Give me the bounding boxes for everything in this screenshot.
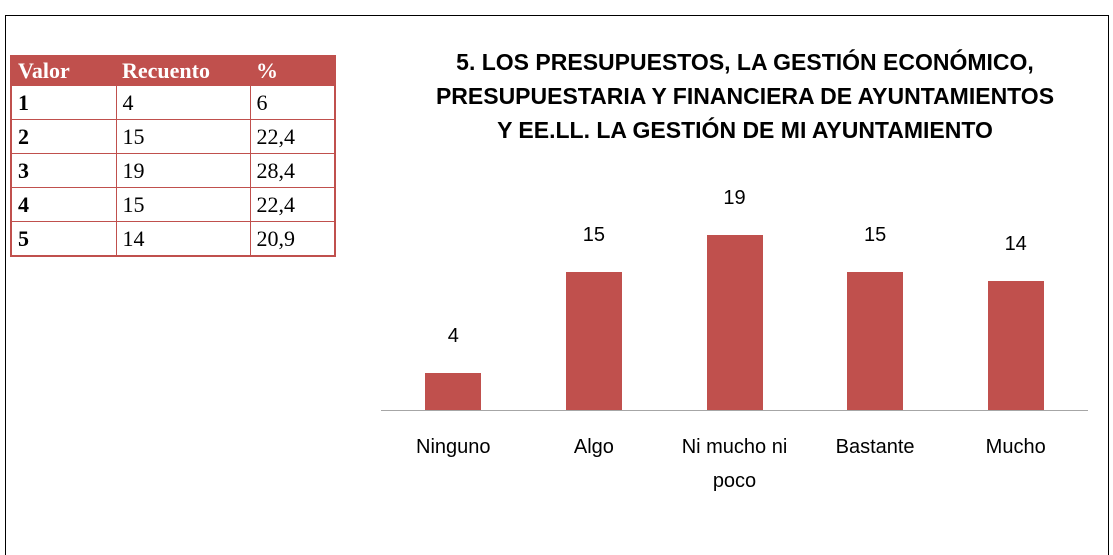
header-cell: Valor	[11, 56, 116, 86]
bar	[425, 373, 482, 410]
table-row: 4 15 22,4	[10, 187, 336, 222]
bar	[565, 271, 622, 410]
data-label: 4	[447, 325, 459, 348]
bar	[847, 271, 904, 410]
header-row: Valor Recuento%	[11, 56, 335, 86]
data-label: 19	[723, 187, 746, 209]
table-cell: 28,4	[249, 153, 336, 188]
data-table: Valor Recuento% 1 4 6 2 15 22,4 3 19 28,4 4 15 22,4 5…	[10, 55, 336, 257]
table-cell: 22,4	[249, 187, 336, 222]
data-label: 15	[582, 223, 606, 246]
chart-title: 5. LOS PRESUPUESTOS, LA GESTIÓN ECONÓMIC…	[435, 49, 1055, 143]
frame-line	[355, 15, 1108, 16]
table-cell: 2	[10, 119, 117, 154]
table-cell: 22,4	[249, 119, 336, 154]
bar	[706, 235, 763, 410]
table-cell: 1	[10, 85, 117, 120]
data-label: 15	[863, 223, 887, 246]
table-cell: 5	[10, 221, 117, 257]
x-tick-label: Bastante	[835, 436, 915, 458]
table-cell: 14	[115, 221, 251, 257]
table-cell: 6	[249, 85, 336, 120]
data-label: 14	[1004, 233, 1027, 256]
x-tick-label: Mucho	[985, 436, 1046, 458]
table-body: 1 4 6 2 15 22,4 3 19 28,4 4 15 22,4 5 14 20,9	[10, 85, 336, 257]
table-cell: 15	[115, 187, 251, 222]
table-row: 5 14 20,9	[10, 221, 336, 257]
table-cell: 4	[115, 85, 251, 120]
header-cell: %	[250, 56, 335, 86]
table-cell: 4	[10, 187, 117, 222]
x-tick-label: Algo	[573, 436, 614, 458]
frame	[5, 15, 1109, 555]
baseline	[381, 410, 1088, 411]
table-row: 3 19 28,4	[10, 153, 336, 188]
bar	[987, 281, 1044, 410]
table-cell: 19	[115, 153, 251, 188]
table-row: 2 15 22,4	[10, 119, 336, 154]
frame-line	[5, 15, 355, 16]
header-cell: Recuento	[116, 56, 250, 86]
x-tick-label: Ninguno	[416, 436, 491, 458]
x-tick-label: Ni mucho ni poco	[681, 436, 788, 492]
table-cell: 20,9	[249, 221, 336, 257]
table-cell: 15	[115, 119, 251, 154]
table-cell: 3	[10, 153, 117, 188]
